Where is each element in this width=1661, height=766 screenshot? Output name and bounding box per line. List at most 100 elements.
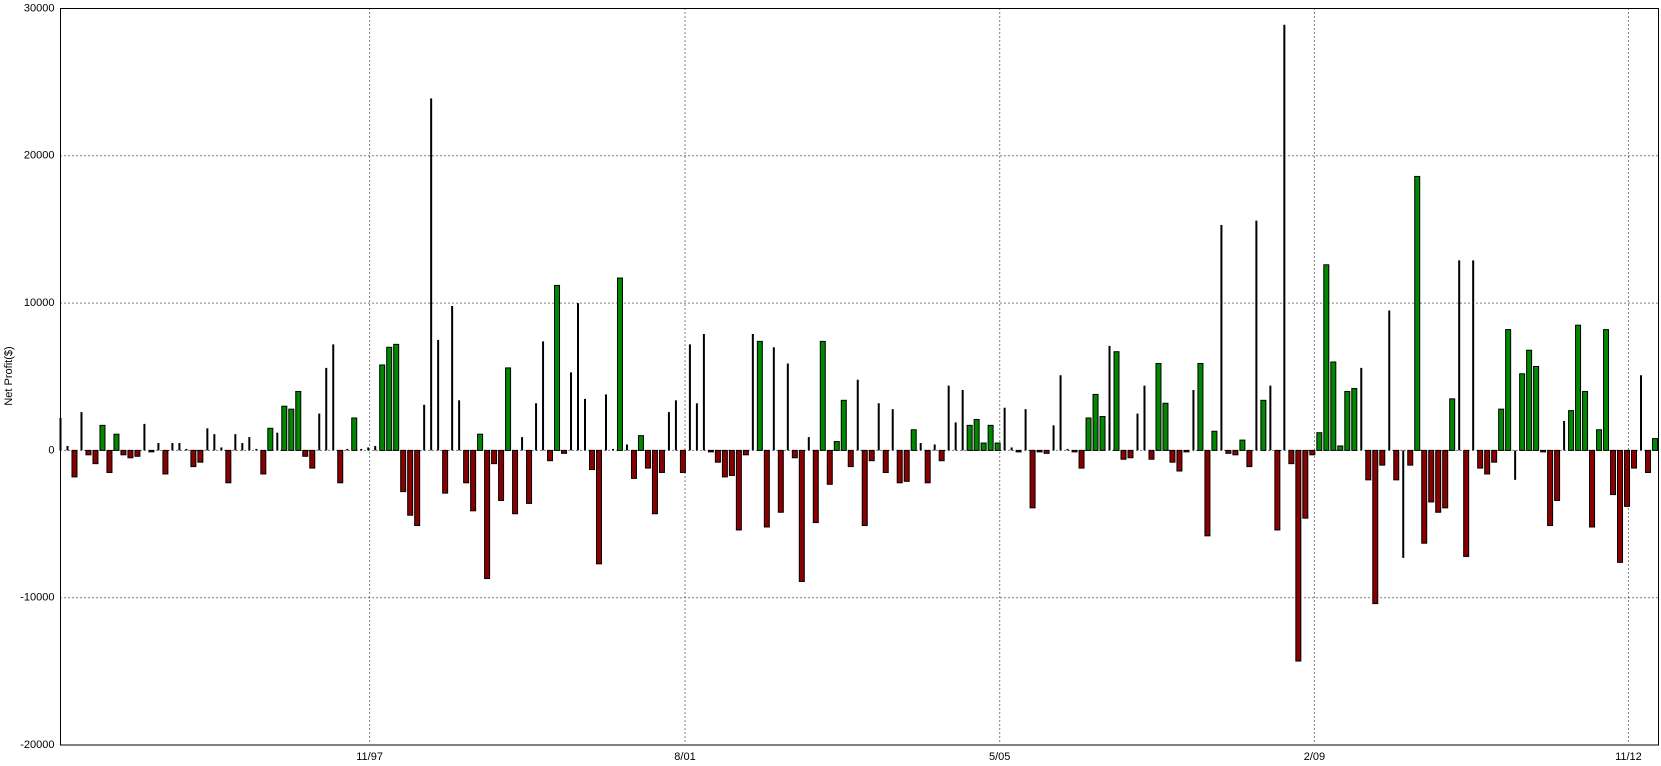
bar <box>1330 361 1337 451</box>
bar <box>1554 449 1561 501</box>
bar <box>400 449 407 493</box>
bar <box>847 449 854 468</box>
bar <box>512 449 519 515</box>
bar <box>826 449 833 485</box>
bar <box>561 449 568 454</box>
bar <box>987 424 994 451</box>
bar <box>840 399 847 451</box>
bar <box>1463 449 1470 557</box>
bar <box>1603 329 1610 451</box>
bar <box>630 449 637 479</box>
bar <box>1575 324 1582 451</box>
bar <box>1442 449 1449 509</box>
bar <box>833 441 840 451</box>
bar <box>393 343 400 451</box>
bar <box>134 449 141 457</box>
bar <box>554 284 561 451</box>
bar <box>637 435 644 451</box>
bar <box>714 449 721 463</box>
bar <box>1617 449 1624 563</box>
bar <box>127 449 134 459</box>
bar <box>595 449 602 565</box>
bar <box>491 449 498 465</box>
bar <box>994 442 1001 451</box>
bar <box>1204 449 1211 537</box>
bar <box>1351 388 1358 451</box>
bar <box>1323 264 1330 451</box>
bar <box>973 418 980 451</box>
x-tick-label: 8/01 <box>674 751 695 763</box>
bar <box>1505 329 1512 451</box>
bar <box>966 424 973 451</box>
bar <box>1449 398 1456 451</box>
bar <box>756 340 763 451</box>
bar <box>1484 449 1491 475</box>
plot-frame <box>60 8 1659 746</box>
x-tick-label: 2/09 <box>1304 751 1325 763</box>
bar <box>1589 449 1596 528</box>
bar <box>1246 449 1253 468</box>
bar <box>658 449 665 473</box>
bar <box>742 449 749 456</box>
y-tick-label: -10000 <box>20 592 54 604</box>
bar <box>1162 402 1169 451</box>
bar <box>1197 362 1204 451</box>
bar <box>1015 449 1022 453</box>
bar <box>1645 449 1652 473</box>
bar <box>1274 449 1281 531</box>
bar <box>589 449 596 471</box>
bar <box>477 433 484 451</box>
bar <box>1225 449 1232 454</box>
bar <box>763 449 770 528</box>
bar <box>386 346 393 451</box>
bar <box>728 449 735 476</box>
bar <box>651 449 658 515</box>
bar <box>1099 416 1106 451</box>
y-axis-label: Net Profit($) <box>3 346 15 405</box>
bar <box>526 449 533 504</box>
bar <box>120 449 127 456</box>
bar <box>1232 449 1239 456</box>
bar <box>1610 449 1617 496</box>
bar <box>1316 432 1323 451</box>
bar <box>721 449 728 478</box>
bar <box>1533 365 1540 451</box>
bar <box>1652 438 1659 451</box>
bar <box>1288 449 1295 465</box>
bar <box>1526 349 1533 451</box>
bar <box>225 449 232 484</box>
bar <box>1113 351 1120 451</box>
y-tick-label: 30000 <box>24 2 55 14</box>
x-tick-label: 5/05 <box>989 751 1010 763</box>
bar <box>470 449 477 512</box>
bar <box>1295 449 1302 662</box>
bar <box>505 367 512 451</box>
bar <box>1043 449 1050 454</box>
bar <box>1085 417 1092 451</box>
bar <box>1582 390 1589 451</box>
bar <box>1127 449 1134 459</box>
bar <box>1183 449 1190 453</box>
bar <box>1239 439 1246 451</box>
bar <box>924 449 931 484</box>
bar <box>1071 449 1078 453</box>
bar <box>1029 449 1036 509</box>
bar <box>1176 449 1183 472</box>
bar <box>644 449 651 469</box>
bar <box>351 417 358 451</box>
bar <box>1372 449 1379 605</box>
bar <box>1519 373 1526 451</box>
bar <box>910 429 917 451</box>
y-tick-label: 20000 <box>24 150 55 162</box>
bar <box>337 449 344 484</box>
bar <box>288 408 295 451</box>
bar <box>414 449 421 527</box>
bar <box>616 277 623 451</box>
bar <box>812 449 819 524</box>
bar <box>1491 449 1498 463</box>
bar <box>162 449 169 475</box>
bar <box>903 449 910 482</box>
y-tick-label: -20000 <box>20 739 54 751</box>
bar <box>295 390 302 451</box>
